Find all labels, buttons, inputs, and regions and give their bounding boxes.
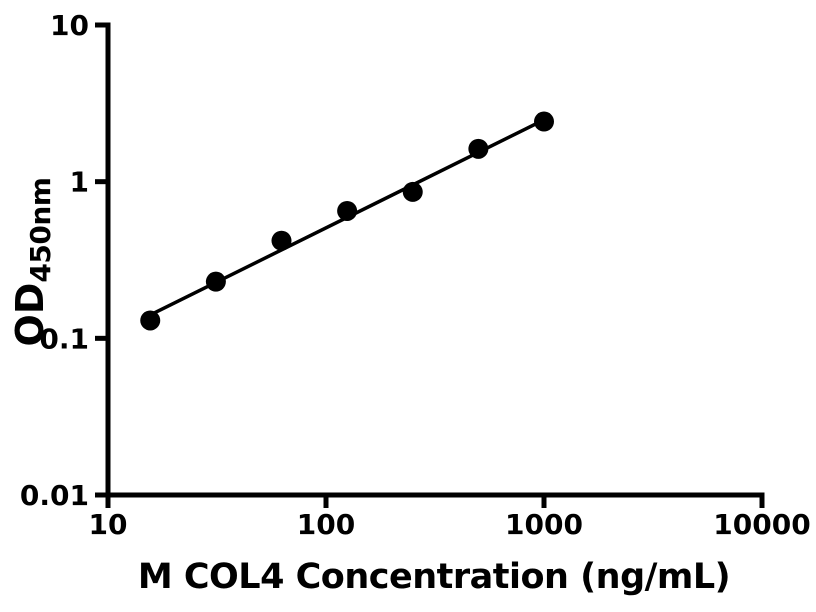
x-tick-label: 100 (297, 508, 355, 541)
data-point (402, 181, 423, 202)
y-axis-title-sub: 450nm (24, 177, 57, 283)
y-tick-label: 0.1 (39, 322, 89, 355)
y-tick-label: 0.01 (20, 479, 89, 512)
data-point (534, 111, 554, 132)
x-tick-label: 10 (89, 508, 128, 541)
data-point (337, 200, 358, 221)
x-axis-title: M COL4 Concentration (ng/mL) (137, 557, 731, 597)
y-tick-label: 10 (50, 9, 89, 42)
x-tick-label: 1000 (505, 508, 583, 541)
y-axis-title: OD 450nm (8, 178, 57, 347)
data-point (140, 310, 161, 331)
data-point (468, 138, 489, 159)
data-point (205, 271, 226, 292)
x-tick-label: 10000 (713, 508, 810, 541)
data-point (271, 230, 292, 251)
y-tick-label: 1 (70, 166, 89, 199)
y-axis-title-main: OD (8, 282, 52, 347)
